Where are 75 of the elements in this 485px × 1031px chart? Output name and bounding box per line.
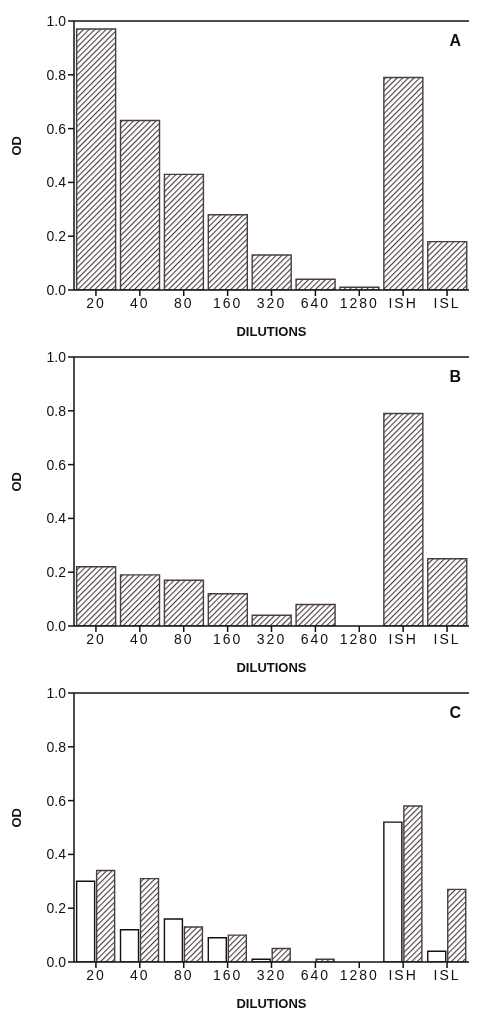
bar bbox=[447, 888, 467, 962]
y-tick-label: 0.2 bbox=[46, 228, 67, 245]
bar bbox=[183, 926, 204, 962]
y-tick-label: 0.6 bbox=[46, 792, 67, 809]
x-axis-title: DILUTIONS bbox=[236, 324, 307, 339]
x-tick-label: 640 bbox=[300, 966, 331, 983]
y-tick-label: 0.6 bbox=[46, 120, 67, 137]
x-tick-label: 80 bbox=[173, 966, 194, 983]
y-axis-title: OD bbox=[8, 808, 24, 828]
text: C bbox=[449, 704, 461, 722]
x-tick-label: ISH bbox=[388, 630, 418, 647]
bar bbox=[163, 579, 205, 626]
y-tick-label: 0.2 bbox=[46, 900, 67, 917]
bar bbox=[95, 869, 116, 962]
text: A bbox=[449, 32, 461, 50]
x-tick-label: 640 bbox=[300, 630, 331, 647]
y-tick-label: 0.4 bbox=[46, 174, 67, 191]
bar bbox=[119, 574, 161, 626]
y-tick-label: 0.4 bbox=[46, 846, 67, 863]
x-tick-label: ISH bbox=[388, 294, 418, 311]
x-tick-label: 40 bbox=[130, 966, 150, 983]
y-tick-label: 0.0 bbox=[46, 617, 67, 634]
bar bbox=[227, 934, 247, 962]
bar bbox=[207, 593, 248, 626]
bar bbox=[75, 28, 117, 290]
y-tick-label: 0.0 bbox=[46, 953, 67, 970]
x-tick-label: ISL bbox=[433, 630, 461, 647]
bar bbox=[295, 603, 336, 626]
bar bbox=[271, 947, 291, 962]
x-tick-label: 160 bbox=[212, 966, 243, 983]
x-tick-label: 20 bbox=[86, 294, 106, 311]
bar bbox=[383, 412, 424, 626]
y-tick-label: 1.0 bbox=[46, 348, 67, 365]
x-axis-title: DILUTIONS bbox=[236, 996, 307, 1011]
x-tick-label: 320 bbox=[256, 966, 287, 983]
y-axis-title: OD bbox=[8, 472, 24, 492]
y-tick-label: 1.0 bbox=[46, 684, 67, 701]
x-tick-label: 160 bbox=[212, 630, 243, 647]
x-tick-label: ISH bbox=[388, 966, 418, 983]
y-axis-title: OD bbox=[8, 136, 24, 156]
bar bbox=[207, 213, 248, 290]
x-tick-label: 1280 bbox=[339, 294, 379, 311]
bar bbox=[163, 173, 205, 290]
y-tick-label: 0.2 bbox=[46, 564, 67, 581]
bar bbox=[403, 805, 423, 962]
x-tick-label: 320 bbox=[256, 630, 287, 647]
x-tick-label: 1280 bbox=[339, 966, 379, 983]
x-tick-label: 80 bbox=[173, 630, 194, 647]
x-tick-label: 40 bbox=[130, 630, 150, 647]
y-tick-label: 0.8 bbox=[46, 402, 67, 419]
x-tick-label: 1280 bbox=[339, 630, 379, 647]
x-axis-title: DILUTIONS bbox=[236, 660, 307, 675]
bar bbox=[75, 566, 117, 626]
text: B bbox=[449, 368, 461, 386]
bar bbox=[139, 877, 160, 962]
x-tick-label: 20 bbox=[86, 966, 106, 983]
bar bbox=[119, 119, 161, 290]
bar bbox=[427, 240, 468, 290]
y-tick-label: 0.0 bbox=[46, 281, 67, 298]
x-tick-label: 320 bbox=[256, 294, 287, 311]
x-tick-label: 80 bbox=[173, 294, 194, 311]
y-tick-label: 0.8 bbox=[46, 66, 67, 83]
y-tick-label: 0.6 bbox=[46, 456, 67, 473]
y-tick-label: 0.4 bbox=[46, 510, 67, 527]
x-tick-label: 160 bbox=[212, 294, 243, 311]
y-tick-label: 1.0 bbox=[46, 12, 67, 29]
y-tick-label: 0.8 bbox=[46, 738, 67, 755]
x-tick-label: 20 bbox=[86, 630, 106, 647]
bar bbox=[251, 254, 292, 290]
x-tick-label: ISL bbox=[433, 966, 461, 983]
x-tick-label: ISL bbox=[433, 294, 461, 311]
bar bbox=[427, 558, 468, 626]
bar bbox=[383, 76, 424, 290]
x-tick-label: 640 bbox=[300, 294, 331, 311]
x-tick-label: 40 bbox=[130, 294, 150, 311]
